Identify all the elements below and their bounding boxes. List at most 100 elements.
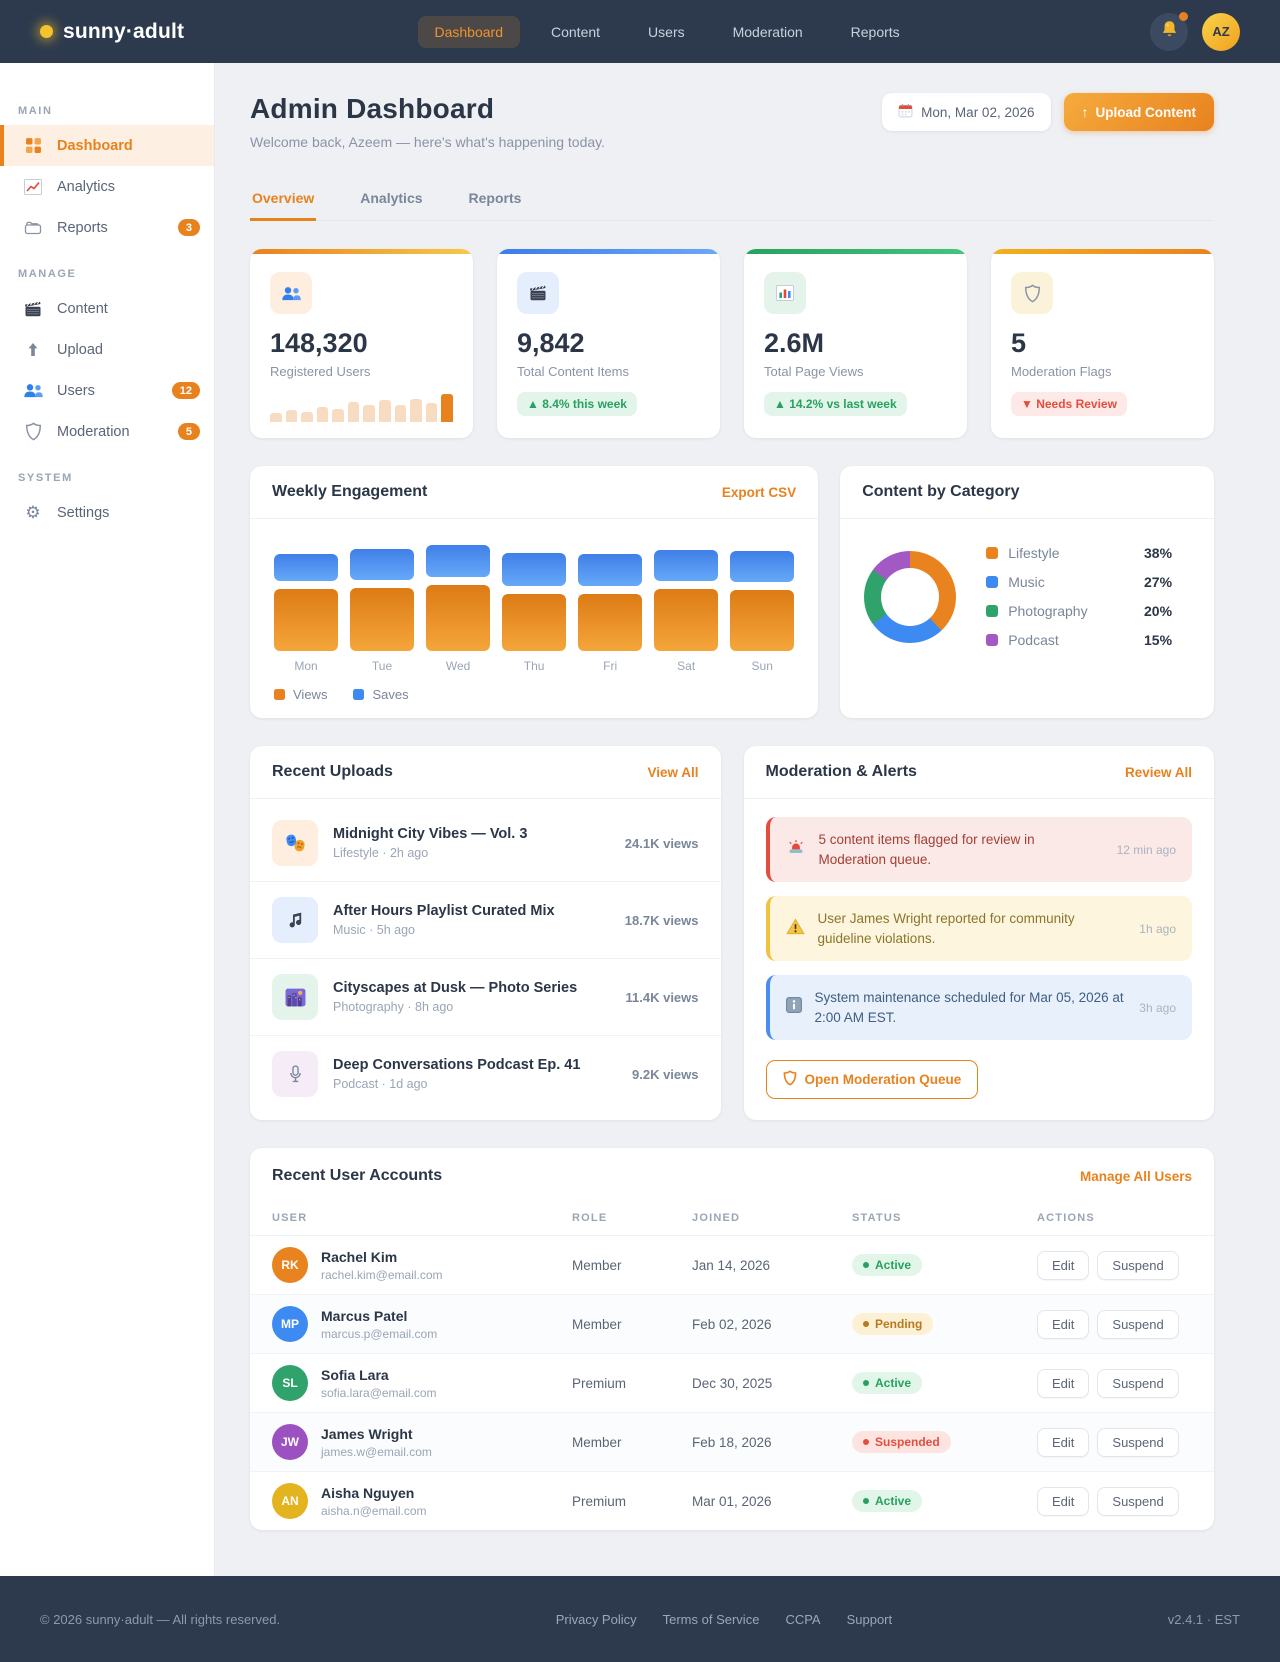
edit-button[interactable]: Edit — [1037, 1309, 1090, 1339]
date-chip: Mon, Mar 02, 2026 — [882, 93, 1051, 131]
topnav-item-users[interactable]: Users — [648, 23, 685, 40]
bar-category-label: Sun — [751, 659, 773, 673]
sidebar-item-settings[interactable]: ⚙ Settings — [0, 492, 214, 533]
suspend-button[interactable]: Suspend — [1097, 1427, 1179, 1457]
user-email: aisha.n@email.com — [321, 1503, 427, 1518]
suspend-button[interactable]: Suspend — [1097, 1309, 1179, 1339]
mic-icon — [272, 1051, 318, 1097]
view-all-link[interactable]: View All — [647, 764, 699, 780]
content-icon — [22, 301, 44, 317]
tab-reports[interactable]: Reports — [468, 190, 522, 206]
tab-overview[interactable]: Overview — [250, 180, 317, 221]
stat-delta-badge: ▲ 14.2% vs last week — [764, 392, 907, 416]
category-swatch-icon — [986, 576, 999, 588]
views-bar — [426, 585, 491, 651]
registered-users-sparkline — [270, 392, 453, 422]
review-all-link[interactable]: Review All — [1124, 764, 1192, 780]
category-legend-row-lifestyle: Lifestyle 38% — [986, 545, 1190, 561]
suspend-button[interactable]: Suspend — [1097, 1368, 1179, 1398]
topnav-item-content[interactable]: Content — [551, 23, 601, 40]
user-email: sofia.lara@email.com — [321, 1385, 437, 1400]
spark-bar — [347, 402, 360, 422]
topbar: sunny·adult Dashboard Content Users Moderat… — [0, 0, 1280, 63]
topnav-item-reports[interactable]: Reports — [850, 23, 900, 40]
sidebar-item-upload[interactable]: Upload — [0, 329, 214, 370]
moderation-alerts-card: Moderation & Alerts Review All 5 content… — [743, 746, 1214, 1120]
sidebar: MAIN Dashboard Analytics Reports 3 MANAG… — [0, 63, 215, 1576]
upload-content-button[interactable]: ↑ Upload Content — [1063, 93, 1214, 131]
sidebar-section-title: MANAGE — [18, 268, 77, 280]
edit-button[interactable]: Edit — [1037, 1427, 1090, 1457]
bar-column-wed — [426, 545, 491, 651]
sidebar-item-reports[interactable]: Reports 3 — [0, 207, 214, 248]
siren-icon — [786, 839, 806, 861]
suspend-button[interactable]: Suspend — [1097, 1250, 1179, 1280]
footer-link-terms-of-service[interactable]: Terms of Service — [662, 1611, 760, 1627]
date-text: Mon, Mar 02, 2026 — [921, 104, 1035, 120]
alert-warning: User James Wright reported for community… — [765, 896, 1192, 962]
saves-bar — [350, 549, 415, 580]
bar-column-fri — [578, 554, 643, 651]
stat-delta-badge: ▲ 8.4% this week — [517, 392, 637, 416]
calendar-icon — [898, 103, 913, 121]
reports-icon — [22, 220, 44, 235]
recent-uploads-card: Recent Uploads View All Midnight City Vi… — [250, 746, 721, 1120]
upload-arrow-icon: ↑ — [1081, 104, 1089, 120]
sidebar-item-content[interactable]: Content — [0, 288, 214, 329]
topnav-item-moderation[interactable]: Moderation — [732, 23, 803, 40]
footer-link-privacy-policy[interactable]: Privacy Policy — [555, 1611, 637, 1627]
edit-button[interactable]: Edit — [1037, 1486, 1090, 1516]
category-swatch-icon — [986, 547, 999, 559]
edit-button[interactable]: Edit — [1037, 1368, 1090, 1398]
legend-item-views: Views — [274, 687, 327, 702]
spark-bar — [441, 394, 453, 422]
footer-link-ccpa[interactable]: CCPA — [785, 1611, 821, 1627]
legend-swatch-icon — [274, 689, 285, 700]
user-avatar[interactable]: AZ — [1202, 12, 1240, 51]
upload-list-item[interactable]: Midnight City Vibes — Vol. 3 Lifestyle ·… — [250, 805, 721, 881]
topnav-item-dashboard[interactable]: Dashboard — [417, 15, 520, 48]
bar-column-mon — [274, 554, 339, 651]
manage-all-users-link[interactable]: Manage All Users — [1079, 1168, 1192, 1184]
edit-button[interactable]: Edit — [1037, 1250, 1090, 1280]
brand-dot-icon — [40, 25, 53, 38]
user-name: Aisha Nguyen — [321, 1484, 415, 1501]
category-legend-row-music: Music 27% — [986, 574, 1190, 590]
alert-time: 12 min ago — [1116, 842, 1176, 857]
page-subtitle: Welcome back, Azeem — here's what's happ… — [250, 134, 606, 150]
upload-list-item[interactable]: After Hours Playlist Curated Mix Music ·… — [250, 881, 721, 958]
user-name: Sofia Lara — [321, 1366, 389, 1383]
sidebar-item-moderation[interactable]: Moderation 5 — [0, 411, 214, 452]
saves-bar — [426, 545, 491, 577]
masks-icon — [272, 820, 318, 866]
avatar: RK — [272, 1247, 308, 1283]
views-bar — [502, 594, 567, 651]
export-csv-link[interactable]: Export CSV — [721, 484, 797, 500]
sidebar-item-users[interactable]: Users 12 — [0, 370, 214, 411]
tab-analytics[interactable]: Analytics — [360, 190, 423, 206]
sidebar-item-dashboard[interactable]: Dashboard — [0, 125, 214, 166]
notification-dot — [1179, 11, 1188, 21]
suspend-button[interactable]: Suspend — [1097, 1486, 1179, 1516]
alert-info: System maintenance scheduled for Mar 05,… — [765, 975, 1192, 1041]
sidebar-section-title: SYSTEM — [18, 472, 73, 484]
page-title: Admin Dashboard — [250, 93, 495, 124]
views-bar — [730, 590, 795, 651]
category-donut-chart — [864, 550, 957, 643]
user-email: marcus.p@email.com — [321, 1326, 438, 1341]
top-navigation: Dashboard Content Users Moderation Reports — [184, 15, 1150, 48]
upload-list-item[interactable]: Deep Conversations Podcast Ep. 41 Podcas… — [250, 1035, 721, 1112]
sidebar-item-analytics[interactable]: Analytics — [0, 166, 214, 207]
user-email: rachel.kim@email.com — [321, 1267, 443, 1282]
bar-column-sun — [730, 551, 795, 651]
footer-link-support[interactable]: Support — [846, 1611, 893, 1627]
footer-version: v2.4.1 · EST — [1167, 1611, 1240, 1627]
spark-bar — [363, 405, 376, 422]
status-badge: Pending — [852, 1313, 934, 1335]
category-legend-row-photography: Photography 20% — [986, 603, 1190, 619]
shield-icon — [783, 1070, 797, 1089]
open-moderation-queue-button[interactable]: Open Moderation Queue — [765, 1060, 979, 1100]
upload-list-item[interactable]: Cityscapes at Dusk — Photo Series Photog… — [250, 958, 721, 1035]
table-row-sofia-lara: SL Sofia Lara sofia.lara@email.com Premi… — [250, 1354, 1214, 1413]
notifications-button[interactable] — [1150, 11, 1188, 51]
